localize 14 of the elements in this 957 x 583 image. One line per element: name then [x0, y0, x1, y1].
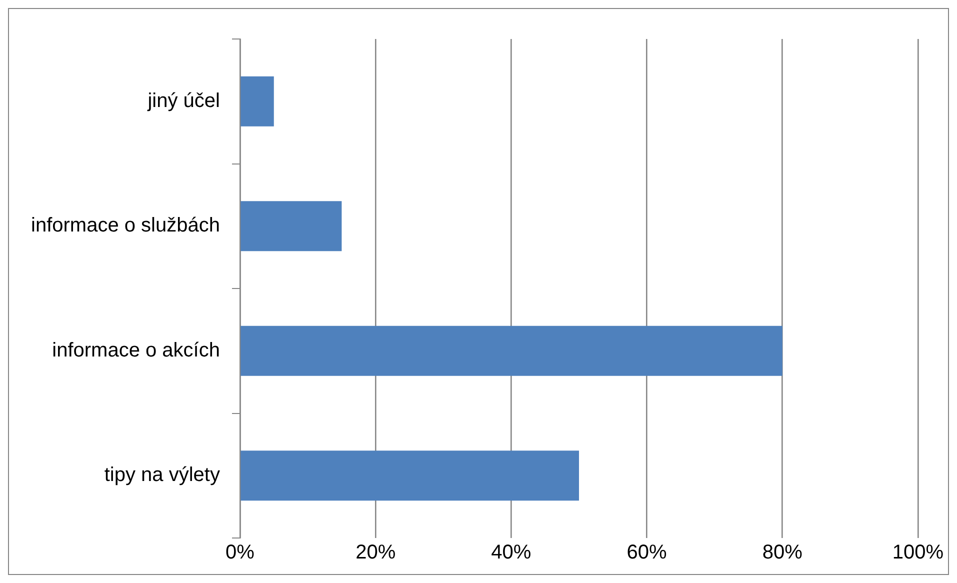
- x-tick-label: 60%: [626, 542, 668, 564]
- bar: [240, 450, 579, 501]
- bar: [240, 76, 274, 126]
- bar: [240, 326, 782, 376]
- x-tick-label: 100%: [892, 542, 944, 564]
- bar: [240, 201, 342, 252]
- y-tick-label: jiný účel: [146, 90, 220, 112]
- y-tick-label: tipy na výlety: [104, 464, 220, 486]
- x-tick-label: 40%: [491, 542, 532, 564]
- y-tick-label: informace o službách: [31, 214, 220, 237]
- x-tick-label: 20%: [356, 542, 396, 564]
- x-tick-label: 0%: [226, 542, 255, 564]
- y-tick-label: informace o akcích: [52, 339, 220, 362]
- x-tick-label: 80%: [762, 542, 803, 564]
